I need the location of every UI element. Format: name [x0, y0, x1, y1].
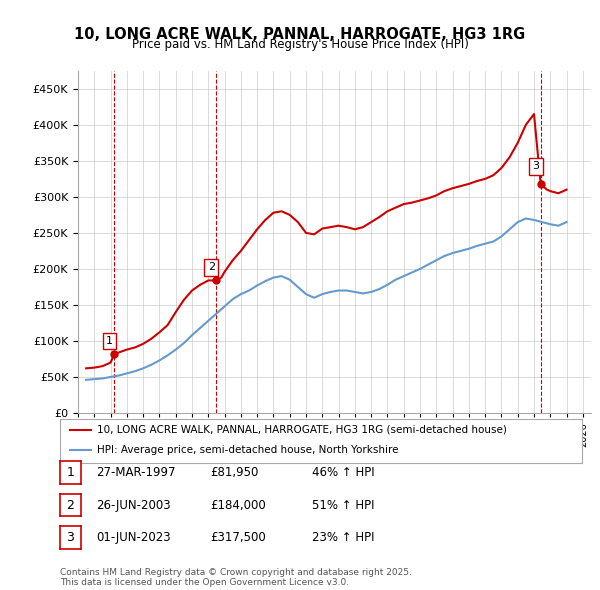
Text: 01-JUN-2023: 01-JUN-2023 [96, 531, 170, 544]
Text: 2: 2 [208, 263, 215, 273]
Text: Contains HM Land Registry data © Crown copyright and database right 2025.
This d: Contains HM Land Registry data © Crown c… [60, 568, 412, 587]
Text: 51% ↑ HPI: 51% ↑ HPI [312, 499, 374, 512]
Text: 10, LONG ACRE WALK, PANNAL, HARROGATE, HG3 1RG: 10, LONG ACRE WALK, PANNAL, HARROGATE, H… [74, 27, 526, 41]
Text: 23% ↑ HPI: 23% ↑ HPI [312, 531, 374, 544]
Text: 10, LONG ACRE WALK, PANNAL, HARROGATE, HG3 1RG (semi-detached house): 10, LONG ACRE WALK, PANNAL, HARROGATE, H… [97, 425, 506, 435]
Text: 1: 1 [106, 336, 113, 346]
Text: 3: 3 [67, 531, 74, 544]
Text: 1: 1 [67, 466, 74, 479]
Text: HPI: Average price, semi-detached house, North Yorkshire: HPI: Average price, semi-detached house,… [97, 445, 398, 455]
Text: 3: 3 [532, 161, 539, 171]
Text: £81,950: £81,950 [210, 466, 259, 479]
Text: £317,500: £317,500 [210, 531, 266, 544]
Text: £184,000: £184,000 [210, 499, 266, 512]
Text: 2: 2 [67, 499, 74, 512]
Text: Price paid vs. HM Land Registry's House Price Index (HPI): Price paid vs. HM Land Registry's House … [131, 38, 469, 51]
Text: 27-MAR-1997: 27-MAR-1997 [96, 466, 176, 479]
Text: 26-JUN-2003: 26-JUN-2003 [96, 499, 170, 512]
Text: 46% ↑ HPI: 46% ↑ HPI [312, 466, 374, 479]
